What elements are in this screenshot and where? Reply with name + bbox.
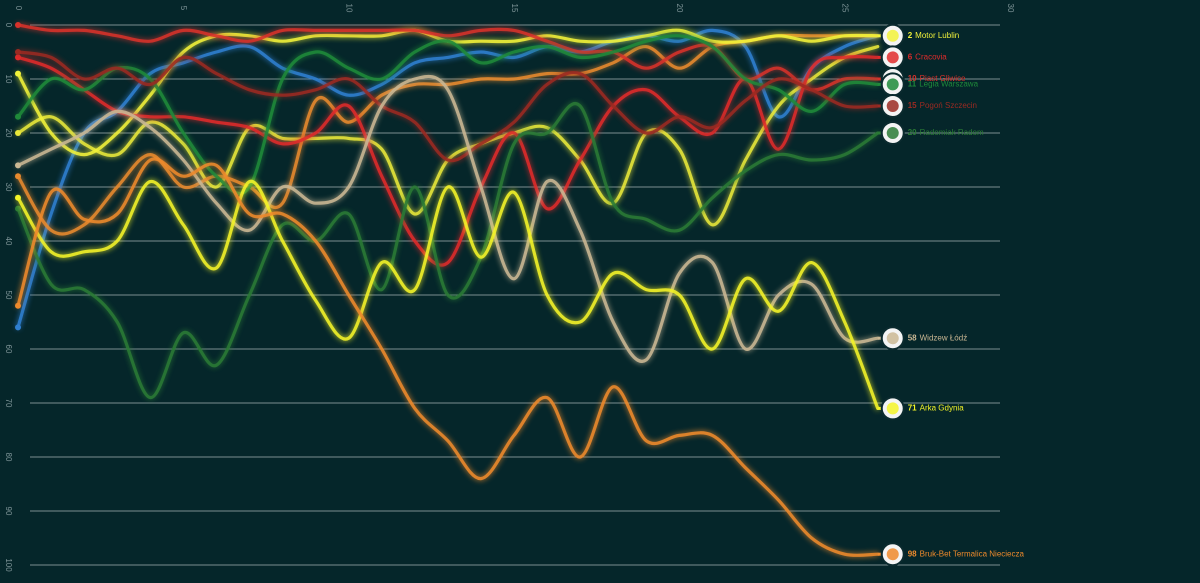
legend-label: Bruk-Bet Termalica Nieciecza (920, 549, 1025, 558)
y-tick-label: 20 (4, 129, 13, 138)
end-value-label: 6 (908, 53, 913, 62)
x-tick-label: 25 (841, 4, 850, 13)
start-dot (15, 324, 21, 331)
start-dot (15, 49, 21, 55)
series-line (16, 33, 880, 236)
x-tick-label: 0 (14, 6, 23, 11)
series-line (16, 74, 880, 363)
x-tick-label: 30 (1006, 4, 1015, 13)
x-tick-label: 20 (675, 4, 684, 13)
x-tick-label: 5 (179, 6, 188, 11)
y-tick-label: 40 (4, 237, 13, 246)
start-dot (15, 205, 21, 212)
series-line (16, 34, 880, 196)
start-dot (15, 162, 21, 169)
series-line (16, 157, 880, 557)
y-tick-label: 0 (4, 23, 13, 28)
y-tick-label: 30 (4, 183, 13, 192)
start-dot (15, 130, 21, 136)
team-logo-inner (886, 548, 899, 561)
team-logo-inner (886, 78, 899, 91)
end-value-label: 10 (908, 74, 917, 83)
start-dot (15, 54, 21, 61)
team-logo-inner (886, 127, 899, 139)
x-tick-label: 10 (345, 4, 354, 13)
start-dot (15, 70, 21, 77)
legend-label: Pogoń Szczecin (920, 101, 977, 110)
team-logo-inner (886, 402, 899, 415)
y-tick-label: 90 (4, 507, 13, 516)
series-line (16, 28, 880, 329)
series-line (16, 50, 880, 163)
legend-label: Legia Warszawa (919, 80, 978, 89)
end-value-label: 2 (908, 31, 913, 40)
legend-label: Arka Gdynia (920, 404, 965, 413)
end-value-label: 58 (908, 333, 917, 342)
team-logo-inner (886, 100, 899, 112)
legend-label: Motor Lublin (915, 31, 959, 40)
legend-label: Widzew Łódź (920, 333, 968, 342)
end-value-label: 11 (908, 80, 917, 89)
end-value-label: 98 (908, 549, 917, 558)
end-value-label: 15 (908, 101, 917, 110)
start-dot (15, 173, 21, 180)
y-tick-label: 10 (4, 75, 13, 84)
x-tick-label: 15 (510, 4, 519, 13)
start-dot (15, 302, 21, 309)
start-dot (15, 113, 21, 120)
legend-label: Cracovia (915, 53, 947, 62)
y-tick-label: 80 (4, 453, 13, 462)
y-tick-label: 60 (4, 345, 13, 354)
team-logo-inner (886, 51, 899, 64)
series-line (16, 45, 880, 227)
legend-label: Piast Gliwice (920, 74, 966, 83)
series-line (16, 179, 880, 410)
start-dot (15, 22, 21, 28)
series-line (16, 101, 880, 400)
start-dot (15, 194, 21, 201)
y-tick-label: 50 (4, 291, 13, 300)
team-logo-inner (886, 29, 899, 42)
y-tick-label: 70 (4, 399, 13, 408)
team-logo-inner (886, 332, 899, 345)
end-value-label: 20 (908, 128, 917, 137)
y-tick-label: 100 (4, 558, 13, 572)
end-value-label: 71 (908, 404, 917, 413)
legend-label: Radomiak Radom (920, 128, 984, 137)
